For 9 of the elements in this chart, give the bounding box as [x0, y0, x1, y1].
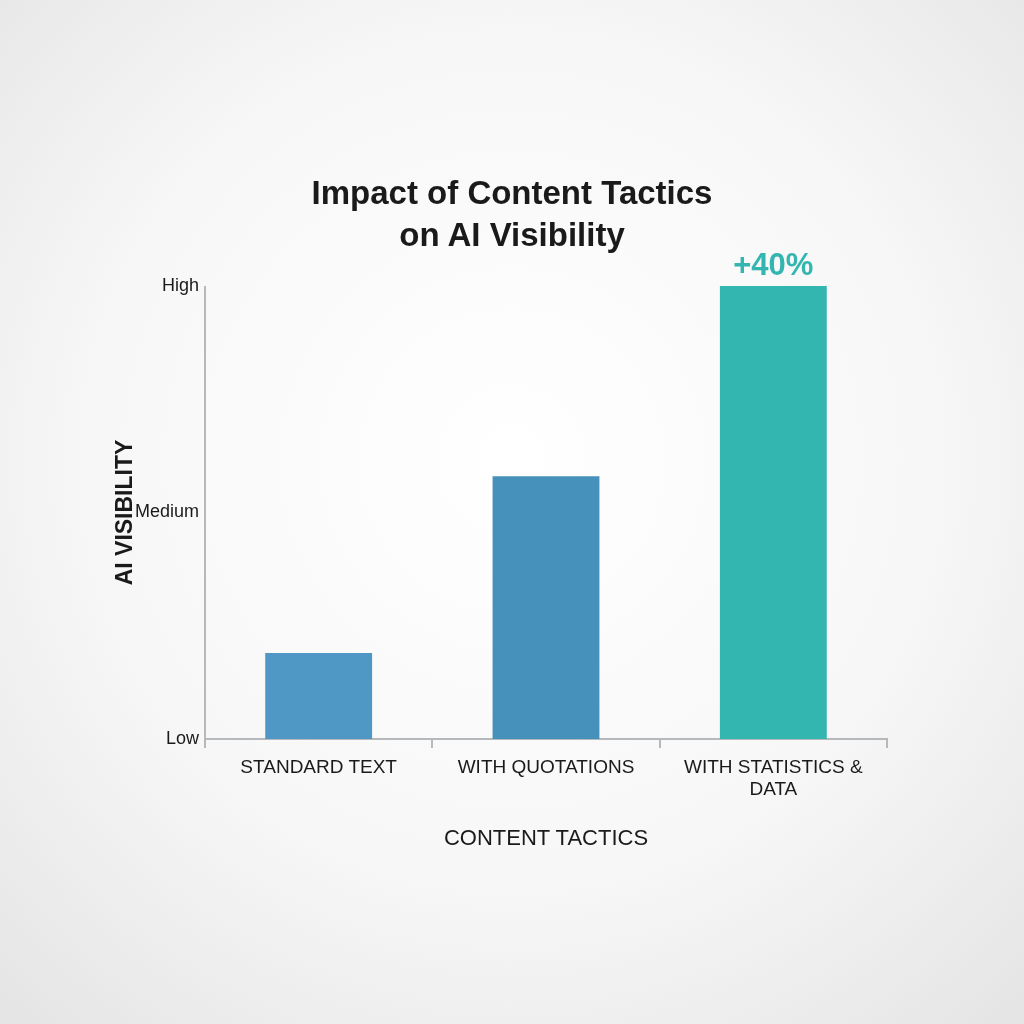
x-tick-label: WITH STATISTICS & DATA	[683, 755, 864, 800]
text: High	[161, 274, 199, 295]
x-axis-title: CONTENT TACTICS	[443, 824, 649, 850]
x-tick-label: STANDARD TEXT	[240, 755, 398, 777]
text: Low	[165, 727, 200, 748]
x-tick-label: WITH QUOTATIONS	[457, 755, 635, 777]
annotation: +40%	[733, 247, 814, 283]
chart-title: Impact of Content Tactics on AI Visibility	[310, 173, 714, 255]
text: Medium	[134, 501, 199, 522]
